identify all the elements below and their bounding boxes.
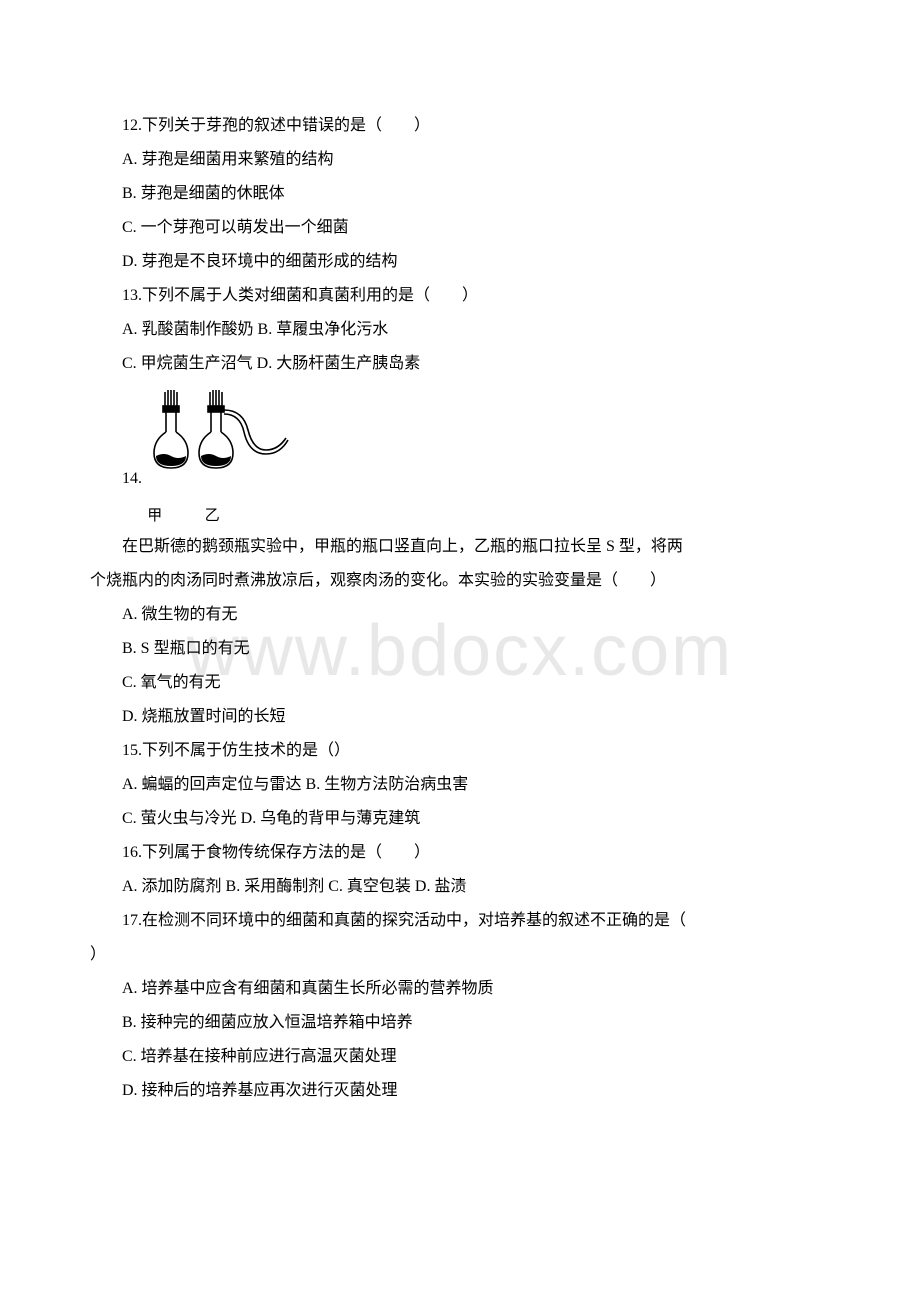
q15-options-ab: A. 蝙蝠的回声定位与雷达 B. 生物方法防治病虫害 bbox=[90, 769, 830, 801]
q12-stem: 12.下列关于芽孢的叙述中错误的是（ ） bbox=[90, 110, 830, 142]
q13-options-ab: A. 乳酸菌制作酸奶 B. 草履虫净化污水 bbox=[90, 314, 830, 346]
q17-option-d: D. 接种后的培养基应再次进行灭菌处理 bbox=[90, 1075, 830, 1107]
q14-label-b: 乙 bbox=[205, 501, 220, 531]
q12-option-c: C. 一个芽孢可以萌发出一个细菌 bbox=[90, 212, 830, 244]
q13-options-cd: C. 甲烷菌生产沼气 D. 大肠杆菌生产胰岛素 bbox=[90, 348, 830, 380]
q14-line2: 个烧瓶内的肉汤同时煮沸放凉后，观察肉汤的变化。本实验的实验变量是（ ） bbox=[90, 565, 830, 597]
q17-option-b: B. 接种完的细菌应放入恒温培养箱中培养 bbox=[90, 1007, 830, 1039]
q17-line2: ） bbox=[90, 939, 830, 971]
q13-stem: 13.下列不属于人类对细菌和真菌利用的是（ ） bbox=[90, 280, 830, 312]
q16-stem: 16.下列属于食物传统保存方法的是（ ） bbox=[90, 837, 830, 869]
q12-option-b: B. 芽孢是细菌的休眠体 bbox=[90, 178, 830, 210]
q14-option-b: B. S 型瓶口的有无 bbox=[90, 633, 830, 665]
q14-number: 14. bbox=[122, 463, 142, 497]
q15-stem: 15.下列不属于仿生技术的是（） bbox=[90, 735, 830, 767]
q12-option-a: A. 芽孢是细菌用来繁殖的结构 bbox=[90, 144, 830, 176]
page-content: 12.下列关于芽孢的叙述中错误的是（ ） A. 芽孢是细菌用来繁殖的结构 B. … bbox=[90, 110, 830, 1107]
flask-diagram-icon bbox=[148, 390, 293, 497]
q14-flask-labels: 甲 乙 bbox=[126, 501, 241, 531]
q14-line1: 在巴斯德的鹅颈瓶实验中，甲瓶的瓶口竖直向上，乙瓶的瓶口拉长呈 S 型，将两 bbox=[90, 531, 830, 563]
q17-line1: 17.在检测不同环境中的细菌和真菌的探究活动中，对培养基的叙述不正确的是（ bbox=[90, 905, 830, 937]
q17-option-a: A. 培养基中应含有细菌和真菌生长所必需的营养物质 bbox=[90, 973, 830, 1005]
q14-option-d: D. 烧瓶放置时间的长短 bbox=[90, 701, 830, 733]
q12-option-d: D. 芽孢是不良环境中的细菌形成的结构 bbox=[90, 246, 830, 278]
q14-option-a: A. 微生物的有无 bbox=[90, 599, 830, 631]
q16-options-abcd: A. 添加防腐剂 B. 采用酶制剂 C. 真空包装 D. 盐渍 bbox=[90, 871, 830, 903]
q17-option-c: C. 培养基在接种前应进行高温灭菌处理 bbox=[90, 1041, 830, 1073]
q14-option-c: C. 氧气的有无 bbox=[90, 667, 830, 699]
q14-label-a: 甲 bbox=[147, 501, 162, 531]
q14-figure-row: 14. bbox=[122, 390, 830, 497]
q15-options-cd: C. 萤火虫与冷光 D. 乌龟的背甲与薄克建筑 bbox=[90, 803, 830, 835]
